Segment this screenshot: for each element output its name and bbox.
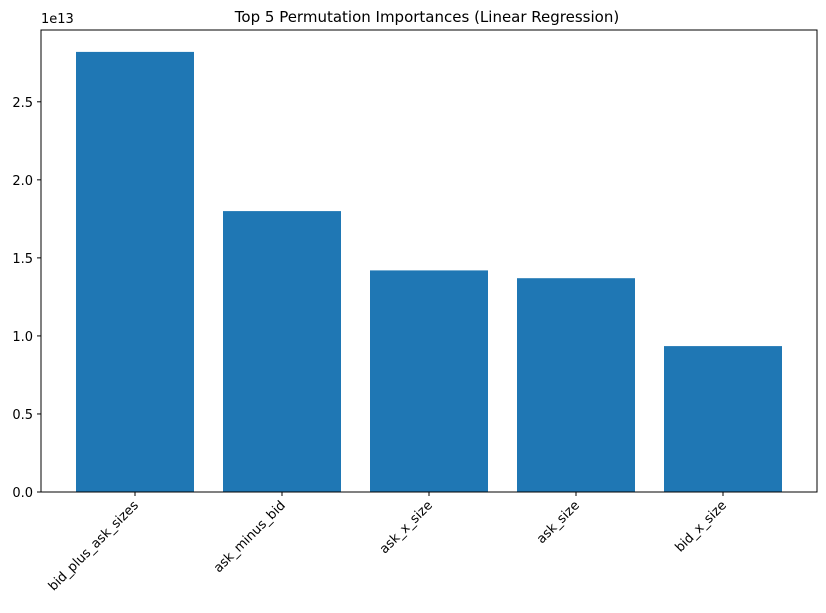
bars-group (76, 51, 782, 493)
y-tick-label: 0.0 (12, 486, 33, 501)
y-tick-label: 1.0 (12, 330, 33, 345)
chart-title: Top 5 Permutation Importances (Linear Re… (234, 8, 619, 26)
y-tick-label: 2.5 (12, 96, 33, 111)
y-tick-label: 0.5 (12, 408, 33, 423)
bar-ask-x-size (370, 270, 488, 492)
bar-ask-size (517, 278, 635, 492)
y-tick-label: 1.5 (12, 252, 33, 267)
y-axis-scale-label: 1e13 (41, 12, 74, 27)
y-tick-label: 2.0 (12, 174, 33, 189)
bar-ask-minus-bid (223, 211, 341, 492)
plot-area-frame (40, 29, 818, 493)
y-axis-ticks: 0.0 0.5 1.0 1.5 2.0 2.5 (12, 96, 41, 501)
bar-bid-plus-ask-sizes (76, 51, 194, 493)
bar-bid-x-size (664, 346, 782, 492)
